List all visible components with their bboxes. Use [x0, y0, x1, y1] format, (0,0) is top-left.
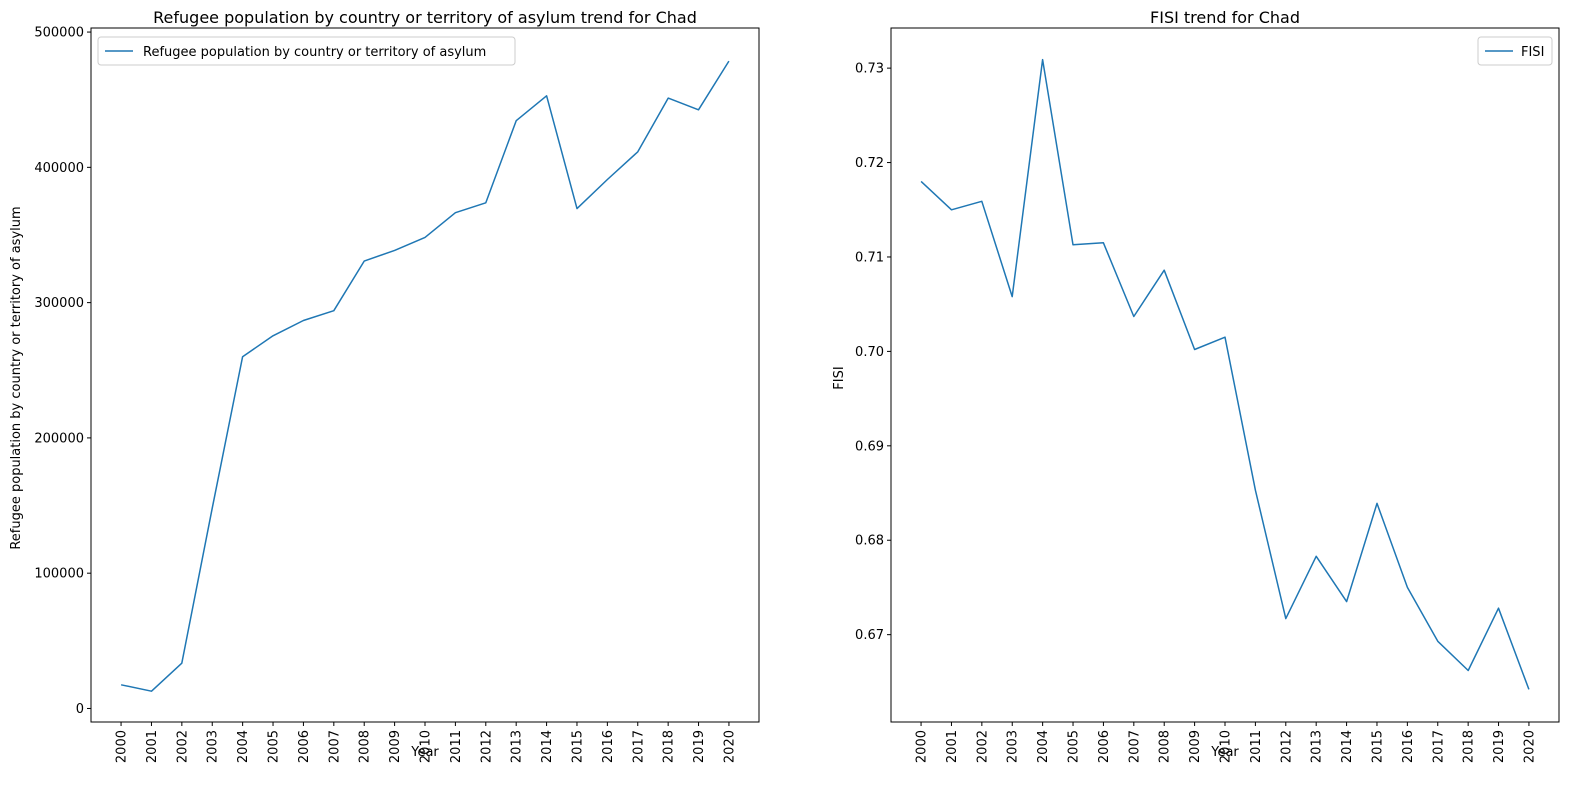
y-tick-label: 0.71 — [855, 250, 884, 265]
x-tick-label: 2012 — [1279, 730, 1294, 763]
x-tick-label: 2015 — [570, 730, 585, 763]
chart-title: FISI trend for Chad — [1150, 8, 1300, 27]
y-axis-label: FISI — [832, 366, 847, 389]
x-tick-label: 2012 — [479, 730, 494, 763]
x-tick-label: 2008 — [1158, 730, 1173, 763]
y-tick-label: 500000 — [34, 26, 84, 41]
x-tick-label: 2019 — [1492, 730, 1507, 763]
chart-title: Refugee population by country or territo… — [153, 8, 697, 27]
x-tick-label: 2000 — [115, 730, 130, 763]
x-tick-label: 2003 — [1006, 730, 1021, 763]
x-tick-label: 2018 — [1462, 730, 1477, 763]
x-tick-label: 2003 — [206, 730, 221, 763]
legend: Refugee population by country or territo… — [97, 36, 516, 66]
y-tick-label: 0.69 — [855, 439, 884, 454]
x-tick-label: 2010 — [1219, 730, 1234, 763]
x-tick-label: 2004 — [1036, 730, 1051, 763]
x-tick-label: 2006 — [297, 730, 312, 763]
x-tick-label: 2007 — [1127, 730, 1142, 763]
legend-label: FISI — [1521, 45, 1544, 60]
x-tick-label: 2009 — [1188, 730, 1203, 763]
fisi-chart: FISI trend for Chad FISI Year 2000 2001 20… — [832, 8, 1560, 763]
x-tick-label: 2008 — [358, 730, 373, 763]
y-tick-label: 400000 — [34, 161, 84, 176]
plot-frame — [890, 27, 1560, 723]
x-tick-label: 2013 — [1310, 730, 1325, 763]
y-tick-label: 0.72 — [855, 156, 884, 171]
x-tick-label: 2018 — [662, 730, 677, 763]
x-tick-label: 2014 — [540, 730, 555, 763]
x-axis-label: Year — [1210, 745, 1239, 760]
x-tick-label: 2017 — [1431, 730, 1446, 763]
x-ticks: 2000 2001 2002 2003 2004 2005 2006 2007 2008 2009… — [115, 722, 737, 763]
series-line — [920, 58, 1530, 690]
series-lines — [120, 60, 730, 692]
series-lines — [920, 58, 1530, 690]
x-tick-label: 2006 — [1097, 730, 1112, 763]
legend-box — [97, 36, 516, 66]
y-axis-label: Refugee population by country or territo… — [9, 206, 24, 549]
x-tick-label: 2020 — [1522, 730, 1537, 763]
x-ticks: 2000 2001 2002 2003 2004 2005 2006 2007 2008 2009… — [915, 722, 1537, 763]
x-axis-label: Year — [410, 745, 439, 760]
plot-frame — [90, 27, 760, 723]
y-ticks: 0.67 0.68 0.69 0.70 0.71 0.72 0.73 — [855, 62, 891, 643]
x-tick-label: 2001 — [945, 730, 960, 763]
y-tick-label: 0.70 — [855, 345, 884, 360]
x-tick-label: 2014 — [1340, 730, 1355, 763]
x-tick-label: 2015 — [1370, 730, 1385, 763]
series-line — [120, 60, 730, 692]
x-tick-label: 2010 — [419, 730, 434, 763]
x-tick-label: 2002 — [975, 730, 990, 763]
x-tick-label: 2009 — [388, 730, 403, 763]
y-tick-label: 0.67 — [855, 628, 884, 643]
x-tick-label: 2002 — [175, 730, 190, 763]
x-tick-label: 2019 — [692, 730, 707, 763]
y-tick-label: 200000 — [34, 431, 84, 446]
x-tick-label: 2017 — [631, 730, 646, 763]
x-tick-label: 2001 — [145, 730, 160, 763]
x-tick-label: 2011 — [449, 730, 464, 763]
refugee-chart: Refugee population by country or territo… — [9, 8, 760, 763]
x-tick-label: 2020 — [722, 730, 737, 763]
legend-box — [1477, 36, 1553, 66]
legend-label: Refugee population by country or territo… — [143, 45, 486, 60]
y-tick-label: 300000 — [34, 296, 84, 311]
y-tick-label: 0.73 — [855, 62, 884, 77]
x-tick-label: 2005 — [1067, 730, 1082, 763]
x-tick-label: 2016 — [1401, 730, 1416, 763]
y-tick-label: 0 — [76, 702, 84, 717]
y-tick-label: 0.68 — [855, 534, 884, 549]
legend: FISI — [1477, 36, 1553, 66]
x-tick-label: 2000 — [915, 730, 930, 763]
y-tick-label: 100000 — [34, 567, 84, 582]
x-tick-label: 2013 — [510, 730, 525, 763]
x-tick-label: 2004 — [236, 730, 251, 763]
x-tick-label: 2005 — [267, 730, 282, 763]
x-tick-label: 2016 — [601, 730, 616, 763]
x-tick-label: 2011 — [1249, 730, 1264, 763]
x-tick-label: 2007 — [327, 730, 342, 763]
y-ticks: 0 100000 200000 300000 400000 500000 — [34, 26, 91, 717]
